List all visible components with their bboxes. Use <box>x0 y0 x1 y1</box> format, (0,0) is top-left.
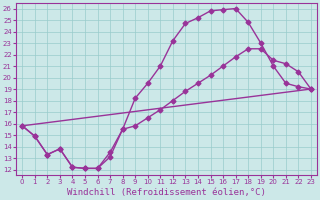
X-axis label: Windchill (Refroidissement éolien,°C): Windchill (Refroidissement éolien,°C) <box>67 188 266 197</box>
